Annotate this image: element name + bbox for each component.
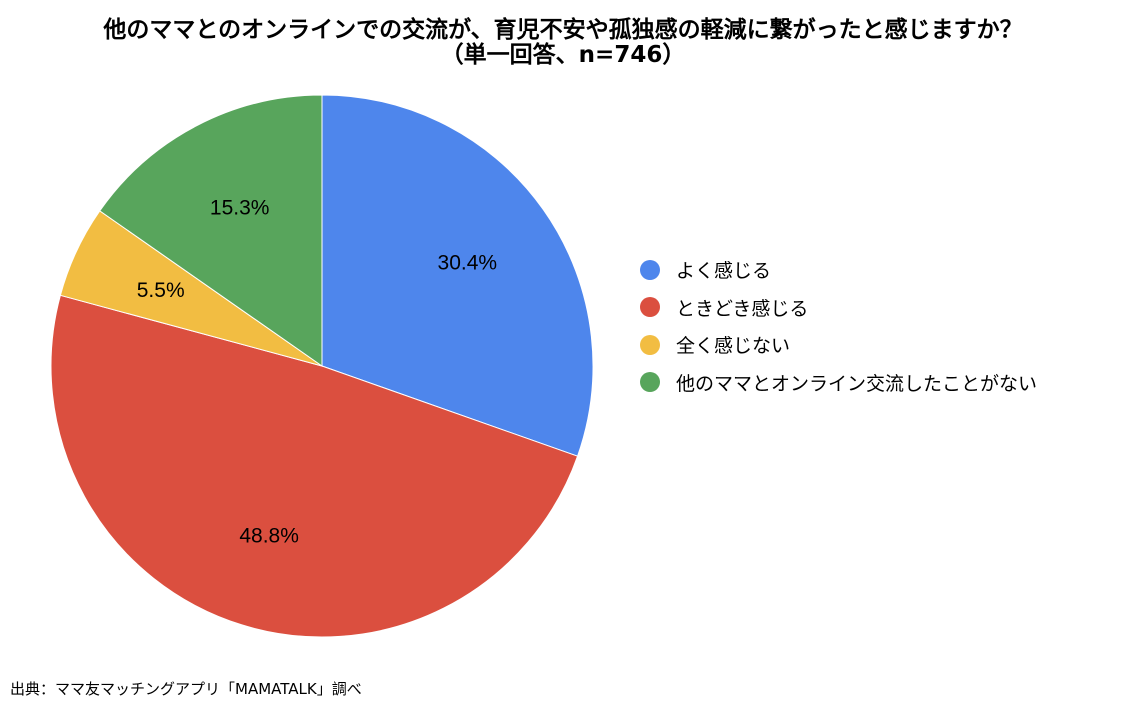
slice-value-label-1: 30.4% bbox=[438, 252, 498, 275]
legend-swatch-3 bbox=[640, 334, 660, 355]
legend-swatch-4 bbox=[640, 372, 660, 393]
slice-value-label-2: 48.8% bbox=[239, 524, 299, 547]
legend-label-4: 他のママとオンライン交流したことがない bbox=[676, 372, 1038, 395]
chart-title: 他のママとのオンラインでの交流が、育児不安や孤独感の軽減に繋がったと感じますか？… bbox=[0, 18, 1126, 68]
source-note: 出典：ママ友マッチングアプリ「MAMATALK」調べ bbox=[10, 680, 362, 698]
legend-label-2: ときどき感じる bbox=[676, 297, 809, 320]
legend-item-1: よく感じる bbox=[640, 251, 1037, 289]
pie-slice-2 bbox=[50, 294, 579, 638]
pie-slice-1 bbox=[321, 94, 594, 457]
chart-title-main: 他のママとのオンラインでの交流が、育児不安や孤独感の軽減に繋がったと感じますか？ bbox=[103, 17, 1023, 43]
legend-label-1: よく感じる bbox=[676, 260, 772, 283]
chart-legend: よく感じるときどき感じる 全く感じない他のママとオンライン交流したことがない bbox=[640, 251, 1037, 401]
legend-swatch-1 bbox=[640, 259, 660, 280]
pie-labels: 30.4% 48.8% 5.5% 15.3% bbox=[137, 197, 497, 548]
pie-slice-4 bbox=[99, 94, 323, 367]
legend-item-2: ときどき感じる bbox=[640, 289, 1037, 327]
legend-item-4: 他のママとオンライン交流したことがない bbox=[640, 364, 1037, 402]
slice-value-label-4: 15.3% bbox=[210, 197, 270, 220]
pie-slices bbox=[50, 94, 594, 638]
legend-item-3: 全く感じない bbox=[640, 326, 1037, 364]
legend-swatch-2 bbox=[640, 297, 660, 318]
slice-value-label-3: 5.5% bbox=[137, 279, 185, 302]
legend-label-3: 全く感じない bbox=[676, 335, 791, 358]
chart-subtitle: （単一回答、n=746） bbox=[440, 42, 686, 68]
